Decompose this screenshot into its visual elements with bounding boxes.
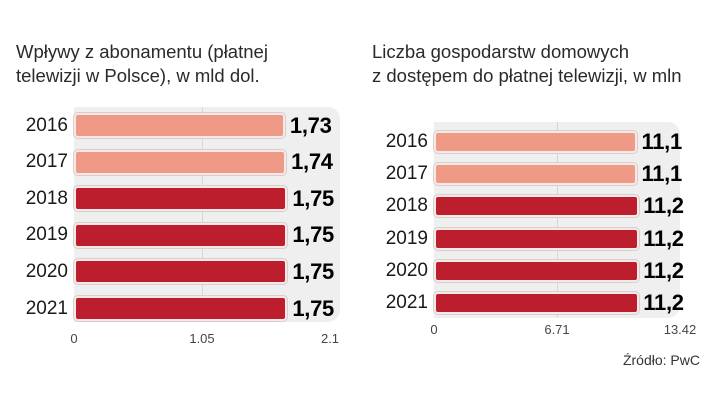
- bar: [74, 113, 285, 138]
- category-label: 2019: [385, 227, 428, 249]
- chart-title: Wpływy z abonamentu (płatnej telewizji w…: [16, 40, 268, 88]
- x-tick-label: 1.05: [189, 331, 215, 346]
- x-tick-label: 6.71: [544, 322, 570, 337]
- bar: [74, 149, 287, 175]
- bar: [434, 227, 640, 250]
- plot-background: [74, 107, 340, 322]
- category-label: 2018: [385, 195, 428, 217]
- category-label: 2018: [25, 187, 68, 209]
- data-label: 1,75: [292, 258, 334, 284]
- source-note: Źródło: PwC: [622, 352, 700, 368]
- category-label: 2019: [25, 224, 68, 246]
- bar: [434, 259, 640, 282]
- data-label: 11,1: [641, 161, 682, 187]
- bar: [74, 222, 288, 248]
- data-label: 11,2: [643, 193, 684, 219]
- data-label: 1,73: [289, 112, 332, 138]
- x-tick-label: 2.1: [320, 331, 340, 346]
- data-label: 11,2: [643, 290, 684, 315]
- data-label: 1,75: [292, 295, 334, 321]
- x-tick-label: 0: [430, 322, 438, 337]
- category-label: 2017: [25, 151, 68, 173]
- category-label: 2016: [25, 114, 68, 136]
- data-label: 11,2: [643, 257, 684, 283]
- category-label: 2020: [385, 259, 428, 281]
- chart-title-line: Wpływy z abonamentu (płatnej: [16, 41, 268, 62]
- chart-title-line: Liczba gospodarstw domowych: [372, 41, 630, 62]
- bar: [434, 131, 638, 153]
- data-label: 11,2: [643, 225, 684, 251]
- data-label: 11,1: [641, 129, 682, 154]
- category-label: 2020: [25, 260, 68, 282]
- category-label: 2017: [385, 163, 428, 185]
- bar: [434, 163, 638, 186]
- category-label: 2021: [25, 297, 68, 319]
- bar: [74, 186, 288, 212]
- bar: [74, 259, 288, 285]
- chart-title: Liczba gospodarstw domowych z dostępem d…: [372, 40, 682, 88]
- x-tick-label: 13.42: [663, 322, 697, 337]
- chart-title-line: z dostępem do płatnej telewizji, w mln: [372, 65, 682, 86]
- bar: [434, 195, 640, 218]
- data-label: 1,74: [291, 149, 333, 175]
- x-tick-label: 0: [70, 331, 78, 346]
- bar: [74, 296, 288, 321]
- gridline: [202, 107, 203, 322]
- data-label: 1,75: [292, 185, 334, 211]
- data-label: 1,75: [292, 222, 334, 248]
- category-label: 2016: [385, 131, 428, 152]
- gridline: [557, 122, 558, 318]
- bar: [434, 292, 640, 314]
- chart-title-line: telewizji w Polsce), w mld dol.: [16, 65, 260, 86]
- category-label: 2021: [385, 292, 428, 313]
